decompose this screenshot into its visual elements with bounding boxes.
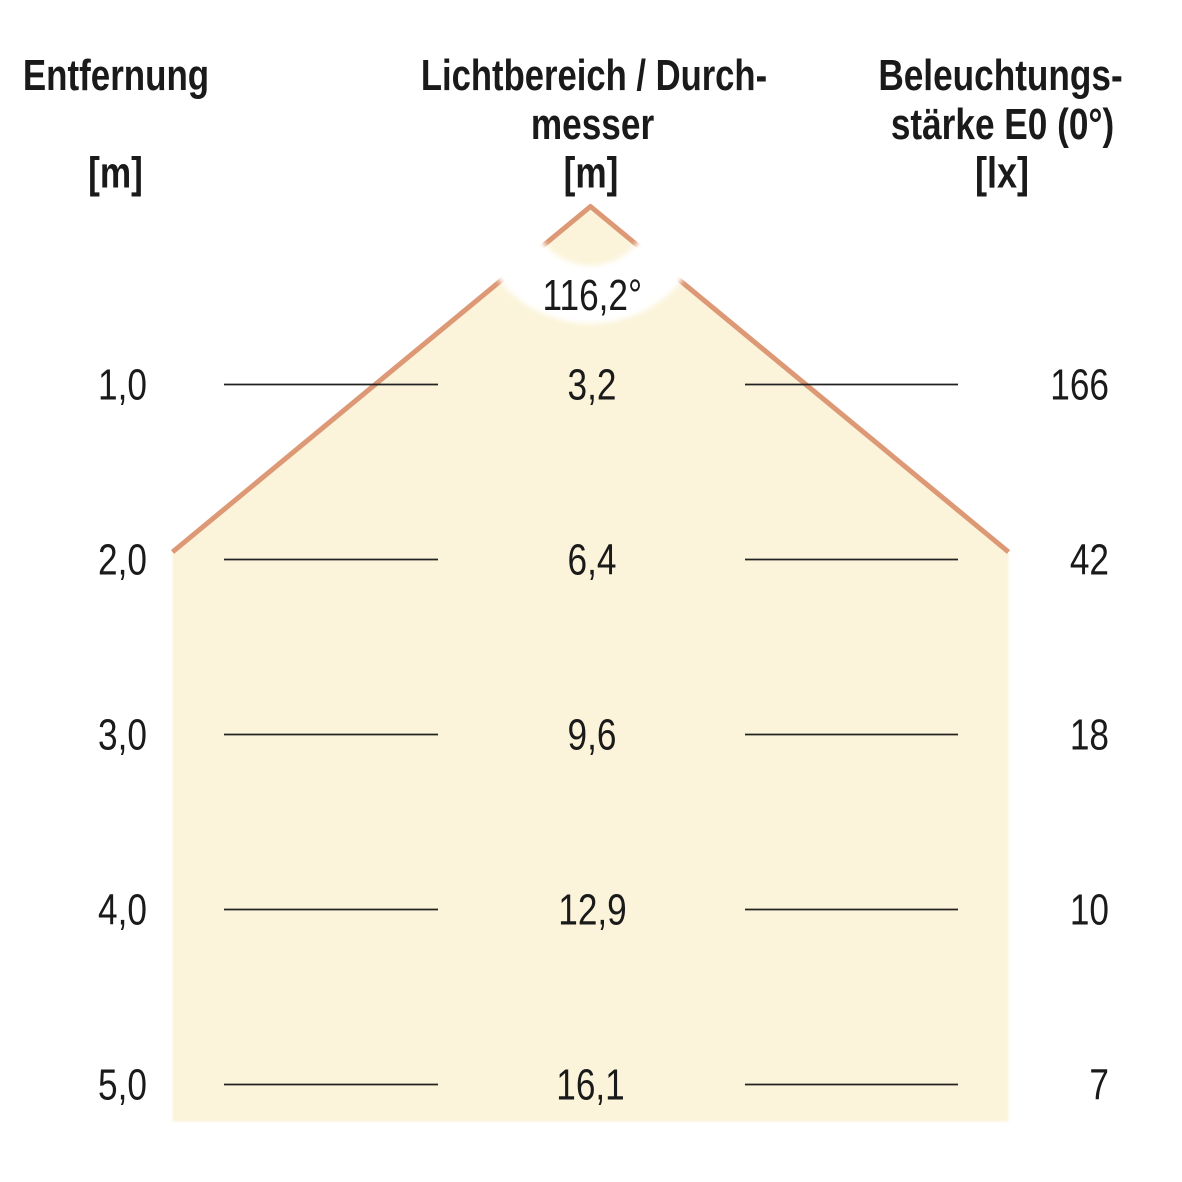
svg-text:2,0: 2,0 [98,536,147,585]
svg-text:18: 18 [1070,711,1109,760]
svg-text:12,9: 12,9 [558,886,626,935]
svg-text:3,0: 3,0 [98,711,147,760]
svg-text:10: 10 [1070,886,1109,935]
svg-text:7: 7 [1089,1061,1109,1110]
svg-text:messer: messer [531,100,654,149]
svg-text:stärke E0 (0°): stärke E0 (0°) [891,100,1114,149]
svg-text:Entfernung: Entfernung [23,51,209,100]
svg-text:166: 166 [1050,361,1109,410]
svg-text:4,0: 4,0 [98,886,147,935]
svg-text:5,0: 5,0 [98,1061,147,1110]
svg-text:42: 42 [1070,536,1109,585]
svg-text:3,2: 3,2 [568,361,617,410]
svg-text:[m]: [m] [88,149,143,198]
svg-text:[m]: [m] [564,149,619,198]
svg-text:116,2°: 116,2° [543,271,643,320]
svg-text:9,6: 9,6 [568,711,617,760]
svg-text:Beleuchtungs-: Beleuchtungs- [878,51,1122,100]
svg-text:1,0: 1,0 [98,361,147,410]
svg-text:[lx]: [lx] [975,148,1029,197]
svg-text:16,1: 16,1 [556,1061,624,1110]
svg-text:Lichtbereich / Durch-: Lichtbereich / Durch- [421,51,767,100]
svg-text:6,4: 6,4 [568,536,617,585]
